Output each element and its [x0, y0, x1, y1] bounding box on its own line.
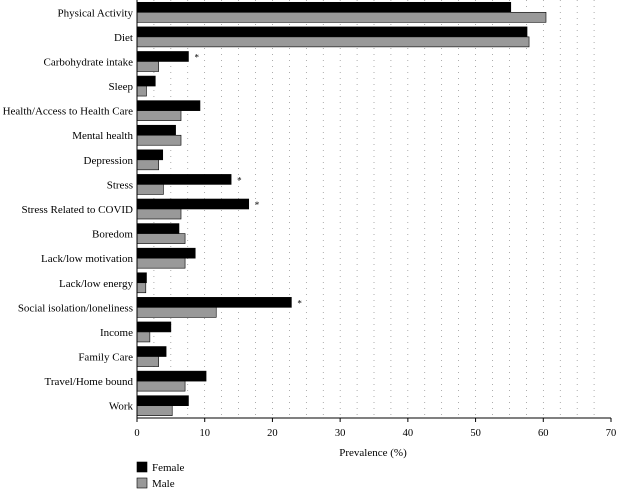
x-axis-title: Prevalence (%)	[339, 447, 407, 459]
x-tick-labels: 0 10 20 30 40 50 60 70	[134, 418, 616, 439]
category-label: Depression	[84, 155, 134, 167]
category-label: Lack/low energy	[59, 278, 134, 290]
legend-label-male: Male	[152, 478, 175, 490]
significance-markers: * * * *	[194, 52, 302, 308]
x-tick-label: 0	[134, 428, 139, 439]
bar-male-1	[136, 36, 530, 48]
bar-female-1	[136, 26, 528, 38]
bar-male-6	[136, 159, 159, 171]
grid-lines	[153, 0, 595, 418]
bar-male-16	[136, 405, 173, 417]
bar-male-3	[136, 85, 147, 97]
bar-female-3	[136, 75, 156, 87]
bar-female-8	[136, 198, 250, 210]
bar-male-14	[136, 356, 159, 367]
x-tick-label: 60	[538, 428, 549, 439]
x-tick-label: 20	[267, 428, 278, 439]
axes	[136, 0, 611, 419]
x-tick-label: 70	[606, 428, 617, 439]
bar-male-15	[136, 380, 186, 392]
category-labels: Physical Activity Diet Carbohydrate intake…	[3, 7, 134, 412]
bar-female-7	[136, 174, 232, 185]
bar-male-10	[136, 257, 186, 269]
bar-female-11	[136, 272, 147, 284]
x-tick-label: 30	[335, 428, 346, 439]
bar-male-8	[136, 208, 182, 220]
bar-female-5	[136, 124, 176, 136]
category-label: Health/Access to Health Care	[3, 106, 134, 118]
bar-male-4	[136, 110, 182, 121]
category-label: Sleep	[109, 81, 134, 93]
bar-male-7	[136, 184, 164, 195]
bar-female-14	[136, 346, 167, 357]
bar-male-12	[136, 307, 217, 318]
bar-female-2	[136, 51, 189, 62]
bar-male-9	[136, 233, 186, 244]
category-label: Stress Related to COVID	[21, 204, 133, 216]
bar-female-10	[136, 247, 196, 259]
bars	[136, 1, 547, 417]
category-label: Mental health	[72, 130, 133, 142]
bar-female-15	[136, 370, 207, 382]
bar-female-0	[136, 1, 512, 13]
category-label: Travel/Home bound	[44, 376, 133, 388]
bar-female-9	[136, 223, 180, 234]
bar-male-11	[136, 282, 147, 294]
bar-female-6	[136, 149, 164, 161]
x-tick-label: 50	[470, 428, 481, 439]
significance-marker: *	[297, 298, 302, 308]
legend: Female Male	[136, 461, 184, 490]
category-label: Boredom	[92, 229, 133, 241]
legend-swatch-male	[136, 477, 148, 489]
legend-label-female: Female	[152, 462, 184, 474]
bar-male-2	[136, 61, 159, 72]
bar-female-13	[136, 321, 172, 333]
bar-male-5	[136, 134, 182, 146]
significance-marker: *	[237, 175, 242, 185]
category-label: Social isolation/loneliness	[18, 302, 133, 314]
bar-male-0	[136, 11, 547, 23]
significance-marker: *	[255, 200, 260, 210]
category-label: Carbohydrate intake	[44, 56, 134, 68]
category-label: Lack/low motivation	[41, 253, 133, 265]
category-label: Family Care	[78, 352, 133, 364]
bar-female-16	[136, 395, 189, 407]
legend-swatch-female	[136, 461, 148, 473]
category-label: Physical Activity	[58, 7, 134, 19]
bar-male-13	[136, 331, 151, 343]
significance-marker: *	[194, 52, 199, 62]
x-tick-label: 40	[403, 428, 414, 439]
bar-female-4	[136, 100, 201, 111]
bar-female-12	[136, 297, 292, 308]
x-tick-label: 10	[199, 428, 210, 439]
category-label: Income	[100, 327, 133, 339]
category-label: Work	[109, 401, 134, 413]
category-label: Diet	[114, 32, 133, 44]
category-label: Stress	[107, 179, 133, 191]
